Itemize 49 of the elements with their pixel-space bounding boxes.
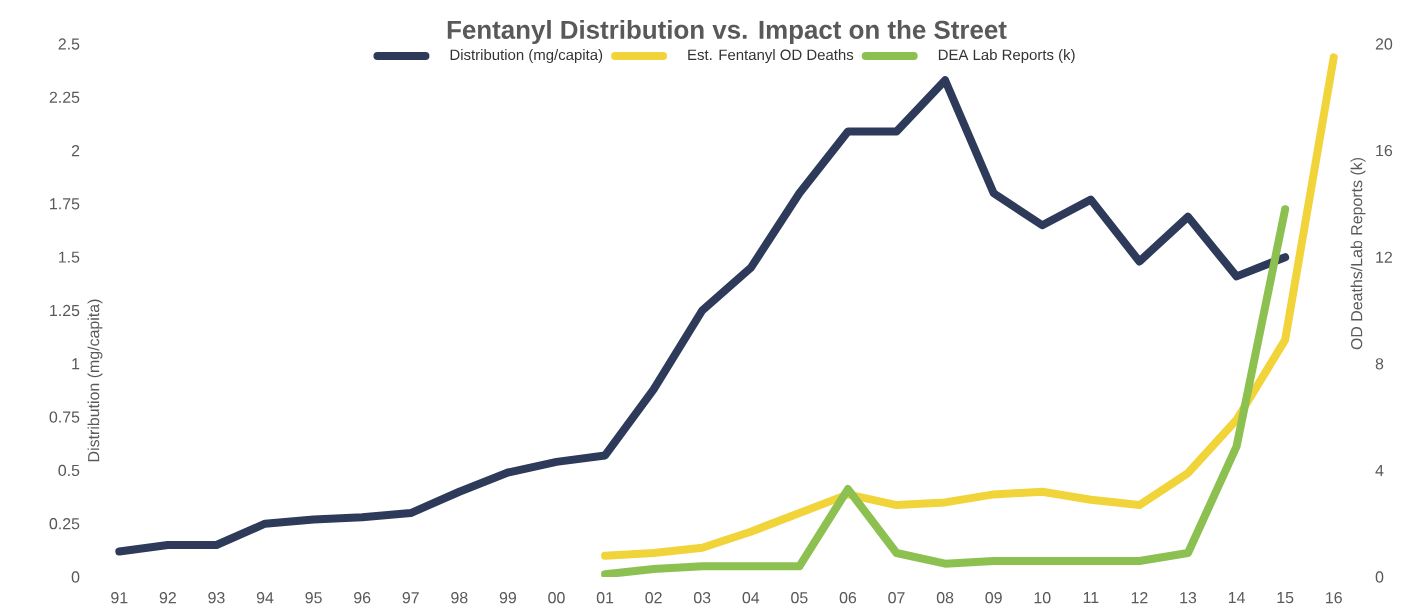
y2-tick-label: 8	[1375, 358, 1384, 370]
y-tick-label: 2	[71, 145, 80, 157]
x-tick-label: 15	[1277, 592, 1294, 604]
legend-label: Est. Fentanyl OD Deaths	[688, 49, 854, 64]
x-tick-label: 05	[791, 592, 808, 604]
y2-tick-label: 20	[1375, 38, 1393, 50]
x-tick-label: 03	[693, 592, 711, 604]
x-tick-label: 01	[596, 592, 614, 604]
y-tick-label: 0.5	[58, 464, 80, 477]
x-tick-label: 07	[888, 592, 905, 604]
x-tick-label: 12	[1131, 592, 1148, 604]
x-tick-label: 92	[159, 592, 176, 604]
y-tick-label: 0.25	[49, 518, 80, 530]
y-tick-label: 1.75	[50, 198, 80, 210]
x-tick-label: 94	[256, 592, 274, 604]
y-tick-label: 0.75	[49, 411, 80, 423]
y2-tick-label: 4	[1375, 464, 1384, 476]
x-tick-label: 97	[402, 592, 419, 604]
x-tick-label: 10	[1034, 592, 1051, 604]
y-axis-title: Distribution (mg/capita)	[87, 299, 103, 462]
x-tick-label: 99	[499, 592, 516, 604]
x-tick-label: 91	[111, 592, 128, 604]
x-tick-label: 04	[742, 592, 760, 604]
x-tick-label: 96	[354, 592, 371, 604]
y-tick-label: 1	[72, 358, 80, 370]
y-tick-label: 1.5	[59, 251, 80, 263]
x-tick-label: 14	[1228, 592, 1245, 604]
legend-label: DEA Lab Reports (k)	[938, 49, 1075, 64]
legend-label: Distribution (mg/capita)	[450, 49, 603, 64]
x-tick-label: 98	[451, 592, 468, 604]
x-tick-label: 09	[985, 592, 1002, 604]
x-tick-label: 93	[208, 592, 225, 604]
x-tick-label: 13	[1180, 592, 1197, 604]
x-tick-label: 16	[1326, 592, 1342, 604]
y-tick-label: 2.5	[58, 38, 80, 50]
y2-tick-label: 0	[1375, 571, 1384, 583]
y2-axis-title: OD Deaths/Lab Reports (k)	[1350, 157, 1366, 350]
y2-tick-label: 16	[1376, 144, 1393, 157]
y-tick-label: 2.25	[49, 91, 80, 103]
x-tick-label: 11	[1083, 592, 1099, 604]
x-tick-label: 02	[645, 592, 662, 604]
x-tick-label: 06	[839, 592, 857, 604]
x-tick-label: 00	[548, 592, 565, 604]
x-tick-label: 95	[305, 592, 322, 604]
y-tick-label: 1.25	[50, 304, 80, 317]
y2-tick-label: 12	[1376, 251, 1392, 263]
chart-title: Fentanyl Distribution vs. Impact on the Street	[447, 19, 1007, 45]
x-tick-label: 08	[936, 592, 954, 604]
y-tick-label: 0	[71, 571, 80, 583]
